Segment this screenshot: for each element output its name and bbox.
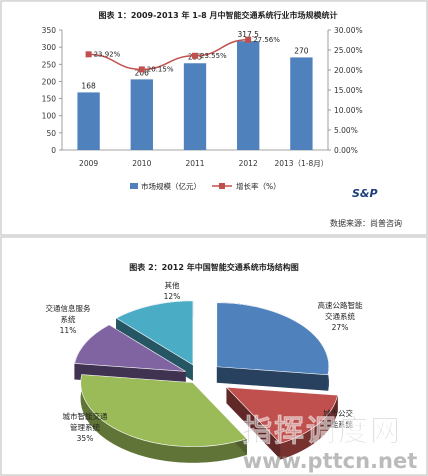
chart1-source: 数据来源：尚普咨询 xyxy=(330,218,402,228)
pie-slice-label: 管理系统 xyxy=(70,422,100,432)
chart1-x-tick-label: 2011 xyxy=(185,159,204,168)
pie-slice-label: 系统 xyxy=(61,314,76,324)
chart1-y2-tick-label: 10.00% xyxy=(334,106,363,115)
chart1-y-tick-label: 100 xyxy=(42,112,57,121)
chart1-bar xyxy=(237,41,260,151)
chart1-y2-tick-label: 0.00% xyxy=(334,146,358,155)
pie-slice-label: 其他 xyxy=(165,280,180,290)
watermark-title: 指挥调度网 xyxy=(242,414,402,449)
chart1-x-tick-label: 2009 xyxy=(79,159,98,168)
chart1-y2-tick-label: 30.00% xyxy=(334,26,363,35)
chart1-y-tick-label: 250 xyxy=(42,60,57,69)
chart1-line-marker xyxy=(138,66,145,73)
chart1-bar-label: 270 xyxy=(294,46,309,55)
pie-slice-top xyxy=(74,324,186,372)
chart1-bar xyxy=(183,63,207,150)
pie-slice-top xyxy=(216,302,330,376)
chart1-y-tick-label: 350 xyxy=(42,26,57,35)
chart1-y-tick-label: 200 xyxy=(42,77,57,86)
chart1-growth-line: 23.92% 20.15% 23.55% 27.56% xyxy=(85,36,280,73)
chart1-line-label: 20.15% xyxy=(147,65,174,73)
chart1-title: 图表 1：2009-2013 年 1-8 月中智能交通系统行业市场规模统计 xyxy=(98,10,337,20)
watermark: 指挥调度网 www.pttcn.net xyxy=(242,414,418,473)
chart1-legend: 市场规模（亿元） 增长率（%） xyxy=(130,181,281,191)
pie-slice-label: 交通系统 xyxy=(325,311,355,321)
watermark-url: www.pttcn.net xyxy=(243,449,418,473)
pie-slice-wall xyxy=(226,387,281,460)
chart1-line-label: 23.55% xyxy=(200,52,227,60)
chart1-axes: 0 50 100 150 200 250 300 350 0.00% 5.00% 10.00% 15.… xyxy=(42,26,363,168)
chart1-bar-label: 206 xyxy=(135,68,150,77)
pie-slice-top xyxy=(80,374,248,447)
chart1-x-tick-label: 2013（1-8月） xyxy=(274,159,328,168)
pie-slice-label: 35% xyxy=(77,434,94,443)
market-size-chart: 图表 1：2009-2013 年 1-8 月中智能交通系统行业市场规模统计 0 5… xyxy=(0,0,428,236)
chart1-y-tick-label: 0 xyxy=(51,146,56,155)
chart1-line-marker xyxy=(192,52,198,59)
chart1-y-tick-label: 300 xyxy=(42,43,57,52)
pie-slice-label: 智能系统 xyxy=(323,419,353,429)
chart1-bar-label: 317.5 xyxy=(237,30,259,39)
pie-slice-label: 11% xyxy=(60,326,77,335)
chart1-bar xyxy=(290,57,313,150)
chart1-line-path xyxy=(88,39,249,71)
pie-slice-label: 27% xyxy=(332,323,349,332)
pie-slice-top xyxy=(225,386,338,444)
pie-slice-label: 城市公交 xyxy=(323,408,353,418)
chart1-logo: S&P xyxy=(352,187,378,200)
chart2-title: 图表 2：2012 年中国智能交通系统市场结构图 xyxy=(129,262,298,272)
chart1-bar xyxy=(77,92,100,150)
chart1-x-tick-label: 2010 xyxy=(132,159,151,168)
pie-slice-wall xyxy=(216,366,328,391)
svg-text:S&P: S&P xyxy=(352,187,378,200)
chart1-bar xyxy=(130,79,153,150)
pie-slice-label: 高速公路智能 xyxy=(318,300,363,310)
chart1-y-tick-label: 150 xyxy=(42,95,57,104)
chart1-legend-swatch xyxy=(130,183,138,189)
pie-slice-label: 交通信息服务 xyxy=(46,303,91,313)
chart1-y2-tick-label: 25.00% xyxy=(334,46,363,55)
chart1-line-label: 27.56% xyxy=(253,36,280,44)
chart1-bar-label: 168 xyxy=(81,81,96,90)
chart1-y-tick-label: 50 xyxy=(46,129,56,138)
pie-slice-label: 城市智能交通 xyxy=(63,411,108,421)
chart2-pie xyxy=(74,300,338,463)
chart1-y2-tick-label: 15.00% xyxy=(334,86,363,95)
pie-slice-label: 12% xyxy=(164,292,181,301)
chart1-x-tick-label: 2012 xyxy=(239,159,258,168)
chart1-legend-label: 增长率（%） xyxy=(236,181,281,191)
chart1-line-marker xyxy=(245,36,252,43)
chart1-y2-tick-label: 5.00% xyxy=(334,126,358,135)
chart1-y2-tick-label: 20.00% xyxy=(334,66,363,75)
chart1-legend-marker xyxy=(219,183,225,189)
chart1-line-marker xyxy=(85,51,92,58)
chart1-line-label: 23.92% xyxy=(94,50,121,58)
chart1-legend-label: 市场规模（亿元） xyxy=(141,181,201,191)
pie-slice-top xyxy=(115,300,194,366)
